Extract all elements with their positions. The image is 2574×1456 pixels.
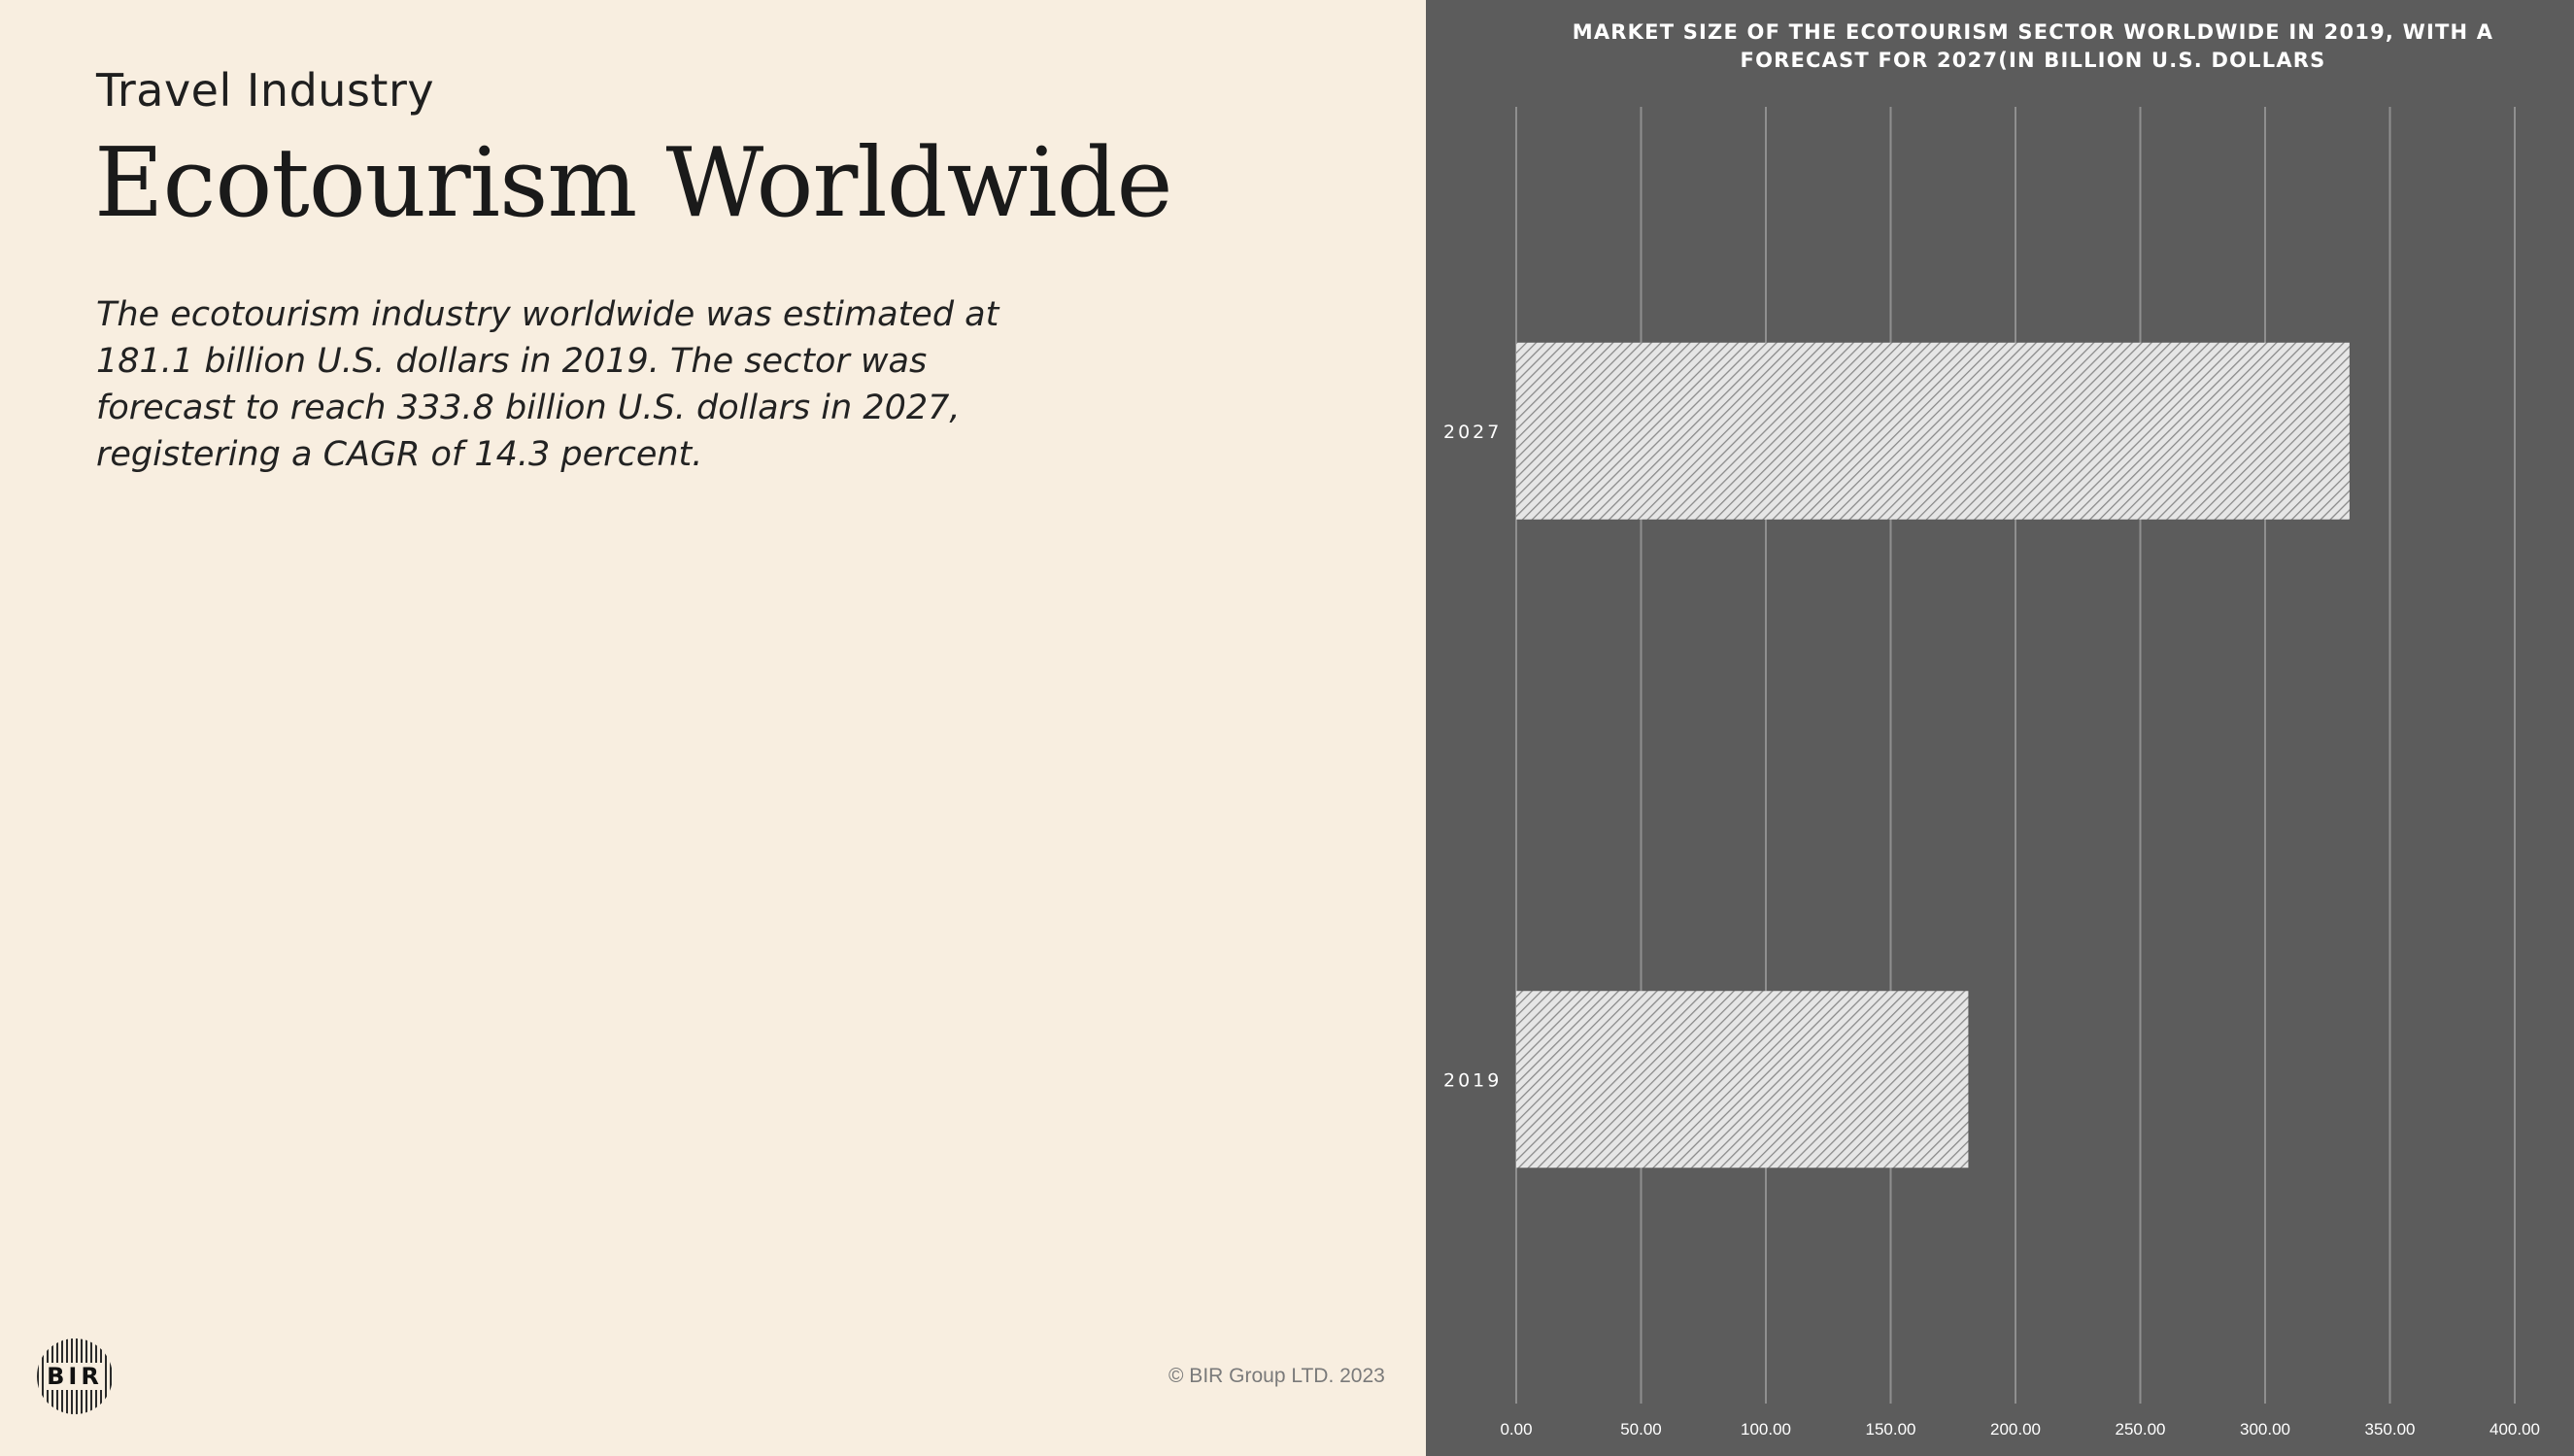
x-tick-label: 150.00 <box>1866 1420 1916 1439</box>
bar <box>1516 342 2350 520</box>
x-tick-label: 0.00 <box>1500 1420 1532 1439</box>
y-category-label: 2027 <box>1443 422 1502 443</box>
x-tick-label: 200.00 <box>1990 1420 2041 1439</box>
x-tick-label: 250.00 <box>2116 1420 2166 1439</box>
x-tick-label: 300.00 <box>2240 1420 2290 1439</box>
description-line: 181.1 billion U.S. dollars in 2019. The … <box>96 342 928 381</box>
bir-logo: BIR <box>37 1338 113 1414</box>
description-line: The ecotourism industry worldwide was es… <box>96 295 999 334</box>
logo-text: BIR <box>46 1363 104 1390</box>
chart-panel: MARKET SIZE OF THE ECOTOURISM SECTOR WOR… <box>1426 0 2574 1456</box>
kicker: Travel Industry <box>96 64 435 117</box>
x-tick-label: 350.00 <box>2365 1420 2416 1439</box>
description-line: registering a CAGR of 14.3 percent. <box>96 435 703 474</box>
x-tick-label: 50.00 <box>1620 1420 1662 1439</box>
x-tick-label: 100.00 <box>1741 1420 1791 1439</box>
copyright: © BIR Group LTD. 2023 <box>1168 1365 1385 1387</box>
description-line: forecast to reach 333.8 billion U.S. dol… <box>96 389 961 427</box>
chart-title-line: MARKET SIZE OF THE ECOTOURISM SECTOR WOR… <box>1573 20 2494 44</box>
y-category-label: 2019 <box>1443 1069 1502 1091</box>
x-tick-label: 400.00 <box>2489 1420 2540 1439</box>
page-title: Ecotourism Worldwide <box>94 128 1172 239</box>
bar <box>1516 991 1969 1168</box>
chart-title-line: FORECAST FOR 2027(IN BILLION U.S. DOLLAR… <box>1741 49 2326 72</box>
text-panel: Travel Industry Ecotourism Worldwide The… <box>37 64 1385 1414</box>
description: The ecotourism industry worldwide was es… <box>96 291 999 478</box>
bar-chart: MARKET SIZE OF THE ECOTOURISM SECTOR WOR… <box>1443 20 2540 1439</box>
